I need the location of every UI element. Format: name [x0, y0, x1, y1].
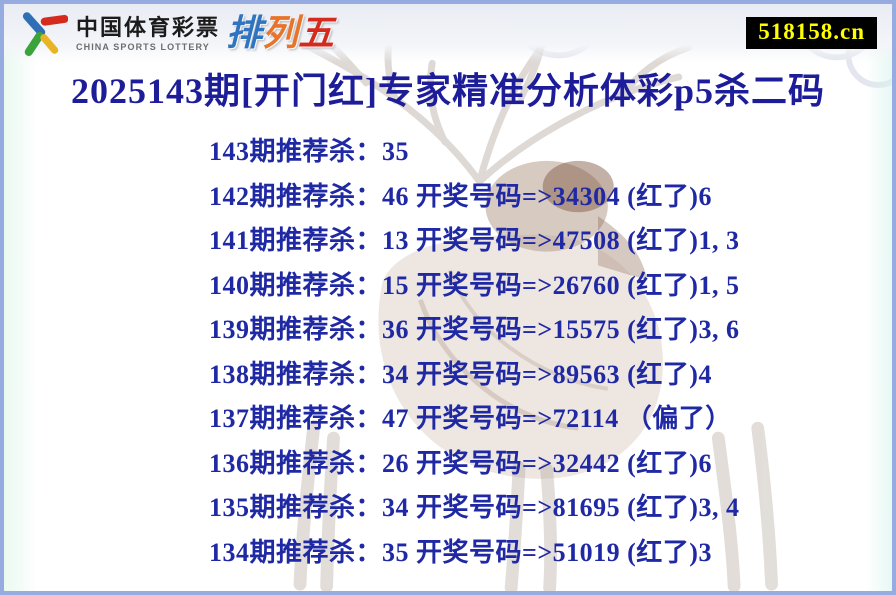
- analysis-line: 142期推荐杀：46 开奖号码=>34304 (红了)6: [209, 181, 712, 211]
- analysis-line: 136期推荐杀：26 开奖号码=>32442 (红了)6: [209, 448, 712, 478]
- analysis-line: 141期推荐杀：13 开奖号码=>47508 (红了)1, 3: [209, 226, 740, 255]
- game-char-1: 排: [226, 12, 263, 53]
- sports-lottery-logo: 中国体育彩票 CHINA SPORTS LOTTERY 排 列 五: [18, 11, 334, 59]
- analysis-line: 138期推荐杀：34 开奖号码=>89563 (红了)4: [209, 359, 712, 389]
- game-name-pailiewu: 排 列 五: [226, 13, 334, 53]
- analysis-line: 137期推荐杀：47 开奖号码=>72114 （偏了）: [209, 404, 732, 433]
- page-title: 2025143期[开门红]专家精准分析体彩p5杀二码: [71, 71, 825, 111]
- game-char-3: 五: [298, 12, 335, 53]
- analysis-list: 143期推荐杀：35 142期推荐杀：46 开奖号码=>34304 (红了)6 …: [209, 137, 739, 568]
- logo-text: 中国体育彩票 CHINA SPORTS LOTTERY: [76, 15, 220, 53]
- analysis-line: 143期推荐杀：35: [209, 137, 410, 166]
- header: 中国体育彩票 CHINA SPORTS LOTTERY 排 列 五 518158…: [4, 4, 892, 62]
- right-tint-strip: [866, 4, 892, 591]
- logo-en-name: CHINA SPORTS LOTTERY: [76, 42, 210, 52]
- analysis-line: 139期推荐杀：36 开奖号码=>15575 (红了)3, 6: [209, 315, 740, 344]
- left-tint-strip: [4, 4, 38, 591]
- logo-cn-name: 中国体育彩票: [76, 15, 221, 40]
- site-badge: 518158.cn: [746, 17, 877, 49]
- analysis-line: 135期推荐杀：34 开奖号码=>81695 (红了)3, 4: [209, 493, 740, 522]
- analysis-line: 140期推荐杀：15 开奖号码=>26760 (红了)1, 5: [209, 270, 740, 300]
- analysis-line: 134期推荐杀：35 开奖号码=>51019 (红了)3: [209, 537, 712, 567]
- game-char-2: 列: [262, 12, 299, 53]
- lottery-figure-icon: [22, 12, 68, 56]
